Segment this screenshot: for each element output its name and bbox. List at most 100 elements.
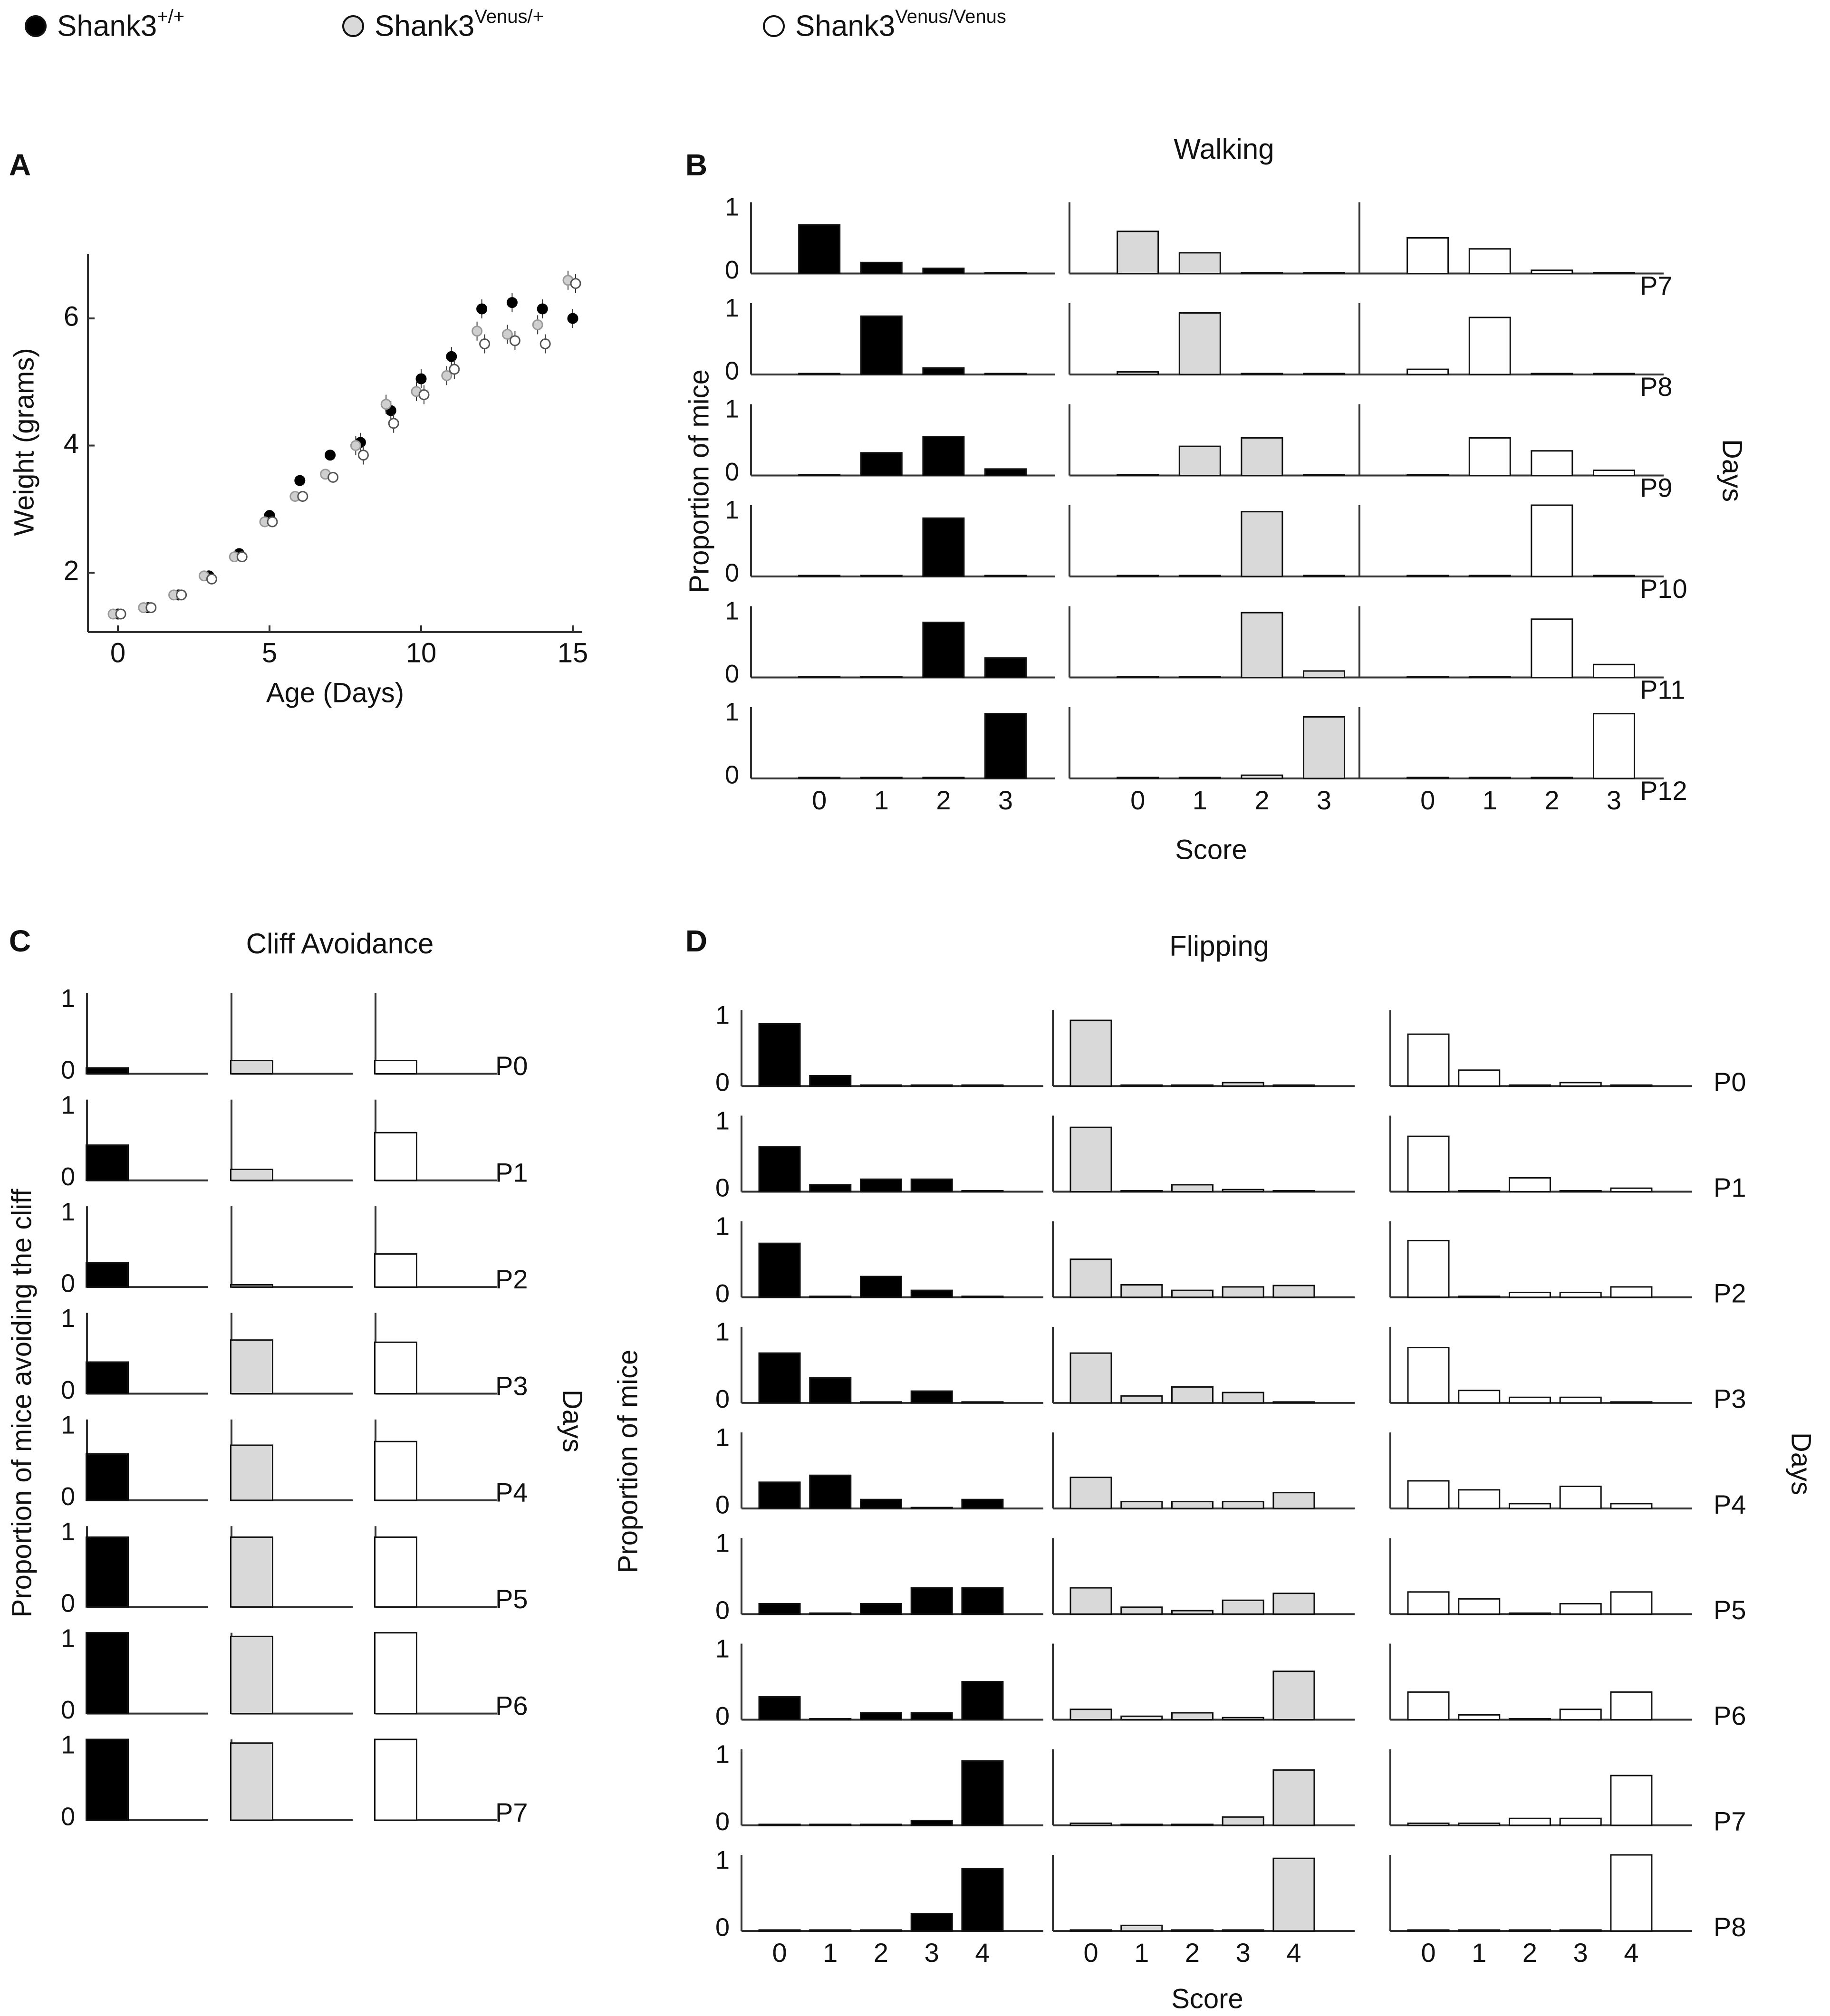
panel-d-bar bbox=[809, 1474, 852, 1509]
panel-a-y-tick-label: 4 bbox=[64, 428, 79, 459]
panel-d-bar bbox=[1069, 1126, 1112, 1192]
panel-d-day-label-p6: P6 bbox=[1714, 1700, 1746, 1730]
panel-b-bar bbox=[860, 676, 903, 678]
panel-c-day-label-p2: P2 bbox=[495, 1264, 528, 1294]
panel-b-bar bbox=[1406, 368, 1449, 375]
panel-d-bar bbox=[1222, 1816, 1264, 1826]
panel-d-bar bbox=[910, 1289, 953, 1298]
panel-c-y-tick-label: 1 bbox=[61, 1304, 75, 1333]
panel-d-bar bbox=[1508, 1291, 1551, 1298]
panel-d-day-label-p5: P5 bbox=[1714, 1595, 1746, 1625]
panel-d-y-tick-label: 1 bbox=[715, 1740, 730, 1769]
panel-d-y-tick-label: 0 bbox=[715, 1490, 730, 1519]
panel-b-bar bbox=[1468, 676, 1511, 678]
legend-marker-white-circle bbox=[763, 15, 785, 37]
panel-d-bar bbox=[1171, 1501, 1214, 1509]
panel-d-bar bbox=[809, 1184, 852, 1192]
panel-c-bar bbox=[86, 1144, 129, 1181]
panel-d-bar bbox=[859, 1712, 902, 1721]
panel-b-bar bbox=[1303, 474, 1346, 476]
panel-c-bar bbox=[230, 1635, 273, 1715]
panel-d-bar bbox=[1458, 1822, 1501, 1826]
panel-c-day-label-p6: P6 bbox=[495, 1690, 528, 1720]
panel-c-day-label-p3: P3 bbox=[495, 1371, 528, 1401]
panel-d-y-tick-label: 0 bbox=[715, 1913, 730, 1941]
panel-c-y-tick-label: 1 bbox=[61, 1624, 75, 1652]
panel-d-bar bbox=[961, 1296, 1004, 1298]
panel-d-day-label-p7: P7 bbox=[1714, 1806, 1746, 1836]
panel-d-bar bbox=[1272, 1401, 1315, 1404]
panel-c-y-axis-label: Proportion of mice avoiding the cliff bbox=[6, 1189, 37, 1618]
panel-b-bar bbox=[1241, 437, 1283, 477]
panel-b-bar bbox=[1303, 670, 1346, 679]
panel-d-y-tick-label: 1 bbox=[715, 1106, 730, 1135]
panel-d-x-tick-label: 4 bbox=[975, 1938, 990, 1968]
panel-a-point-heterozygous bbox=[532, 319, 543, 330]
panel-b-y-tick-label: 0 bbox=[725, 558, 739, 587]
panel-d-bar bbox=[1508, 1817, 1551, 1826]
panel-b-y-tick-label: 1 bbox=[725, 294, 739, 322]
panel-b-y-tick-label: 1 bbox=[725, 496, 739, 524]
panel-d-bar bbox=[1171, 1824, 1214, 1826]
panel-d-bar bbox=[910, 1820, 953, 1826]
panel-d-x-axis-label: Score bbox=[1171, 1983, 1243, 2014]
panel-d-bar bbox=[1069, 1019, 1112, 1087]
legend-marker-gray-circle bbox=[342, 15, 364, 37]
panel-d-bar bbox=[1458, 1190, 1501, 1192]
panel-b-x-tick-label: 3 bbox=[1317, 785, 1331, 815]
panel-a-point-homozygous bbox=[206, 573, 217, 585]
panel-d-bar bbox=[1222, 1189, 1264, 1192]
panel-d-bar bbox=[859, 1498, 902, 1509]
panel-d-bar bbox=[1120, 1606, 1163, 1615]
panel-b-bar bbox=[1406, 237, 1449, 274]
panel-d-bar bbox=[758, 1824, 801, 1826]
panel-c-bar bbox=[86, 1738, 129, 1821]
panel-d-bar bbox=[1407, 1135, 1450, 1192]
panel-c-y-tick-label: 1 bbox=[61, 1517, 75, 1546]
panel-b-x-tick-label: 2 bbox=[1544, 785, 1559, 815]
panel-d-days-label: Days bbox=[1786, 1432, 1817, 1495]
panel-d-bar bbox=[961, 1868, 1004, 1932]
panel-d-bar bbox=[1120, 1501, 1163, 1509]
panel-d-bar bbox=[1407, 1929, 1450, 1932]
panel-b-bar bbox=[922, 268, 965, 274]
panel-d-bar bbox=[1222, 1501, 1264, 1509]
panel-a-point-wildtype bbox=[325, 450, 336, 461]
panel-c-bar bbox=[230, 1742, 273, 1821]
panel-d-bar bbox=[1069, 1822, 1112, 1826]
panel-d-y-tick-label: 1 bbox=[715, 1423, 730, 1452]
panel-a-point-wildtype bbox=[415, 373, 427, 384]
panel-label-b: B bbox=[685, 148, 707, 182]
panel-d-x-tick-label: 1 bbox=[823, 1938, 838, 1968]
panel-d-bar bbox=[1559, 1603, 1602, 1615]
panel-a-point-heterozygous bbox=[350, 440, 361, 451]
panel-b-bar bbox=[1241, 272, 1283, 274]
panel-d-bar bbox=[1407, 1239, 1450, 1298]
panel-d-bar bbox=[1407, 1347, 1450, 1404]
panel-a-x-tick-label: 15 bbox=[558, 637, 588, 668]
panel-c-y-tick-label: 0 bbox=[61, 1056, 75, 1085]
panel-b-bar bbox=[1178, 676, 1221, 678]
panel-d-bar bbox=[1272, 1285, 1315, 1298]
panel-b-x-axis-label: Score bbox=[1175, 834, 1247, 865]
panel-a-point-homozygous bbox=[539, 338, 551, 349]
panel-b-bar bbox=[1178, 252, 1221, 275]
panel-d-bar bbox=[1610, 1187, 1653, 1192]
panel-c-bar bbox=[374, 1253, 417, 1288]
panel-d-bar bbox=[1120, 1190, 1163, 1192]
panel-d-y-tick-label: 0 bbox=[715, 1596, 730, 1625]
panel-d-bar bbox=[1508, 1084, 1551, 1087]
panel-c-day-label-p1: P1 bbox=[495, 1158, 528, 1188]
legend-label: Shank3+/+ bbox=[57, 6, 185, 43]
panel-d-bar bbox=[1171, 1386, 1214, 1404]
panel-a-point-homozygous bbox=[509, 335, 520, 346]
panel-d-x-tick-label: 3 bbox=[1573, 1938, 1588, 1968]
panel-d-bar bbox=[910, 1587, 953, 1615]
panel-a-point-homozygous bbox=[449, 364, 460, 375]
panel-b-day-label-p11: P11 bbox=[1640, 674, 1685, 704]
panel-b-bar bbox=[1468, 248, 1511, 275]
panel-a-point-homozygous bbox=[418, 389, 430, 400]
panel-d-y-tick-label: 1 bbox=[715, 1212, 730, 1240]
panel-d-y-tick-label: 0 bbox=[715, 1807, 730, 1836]
